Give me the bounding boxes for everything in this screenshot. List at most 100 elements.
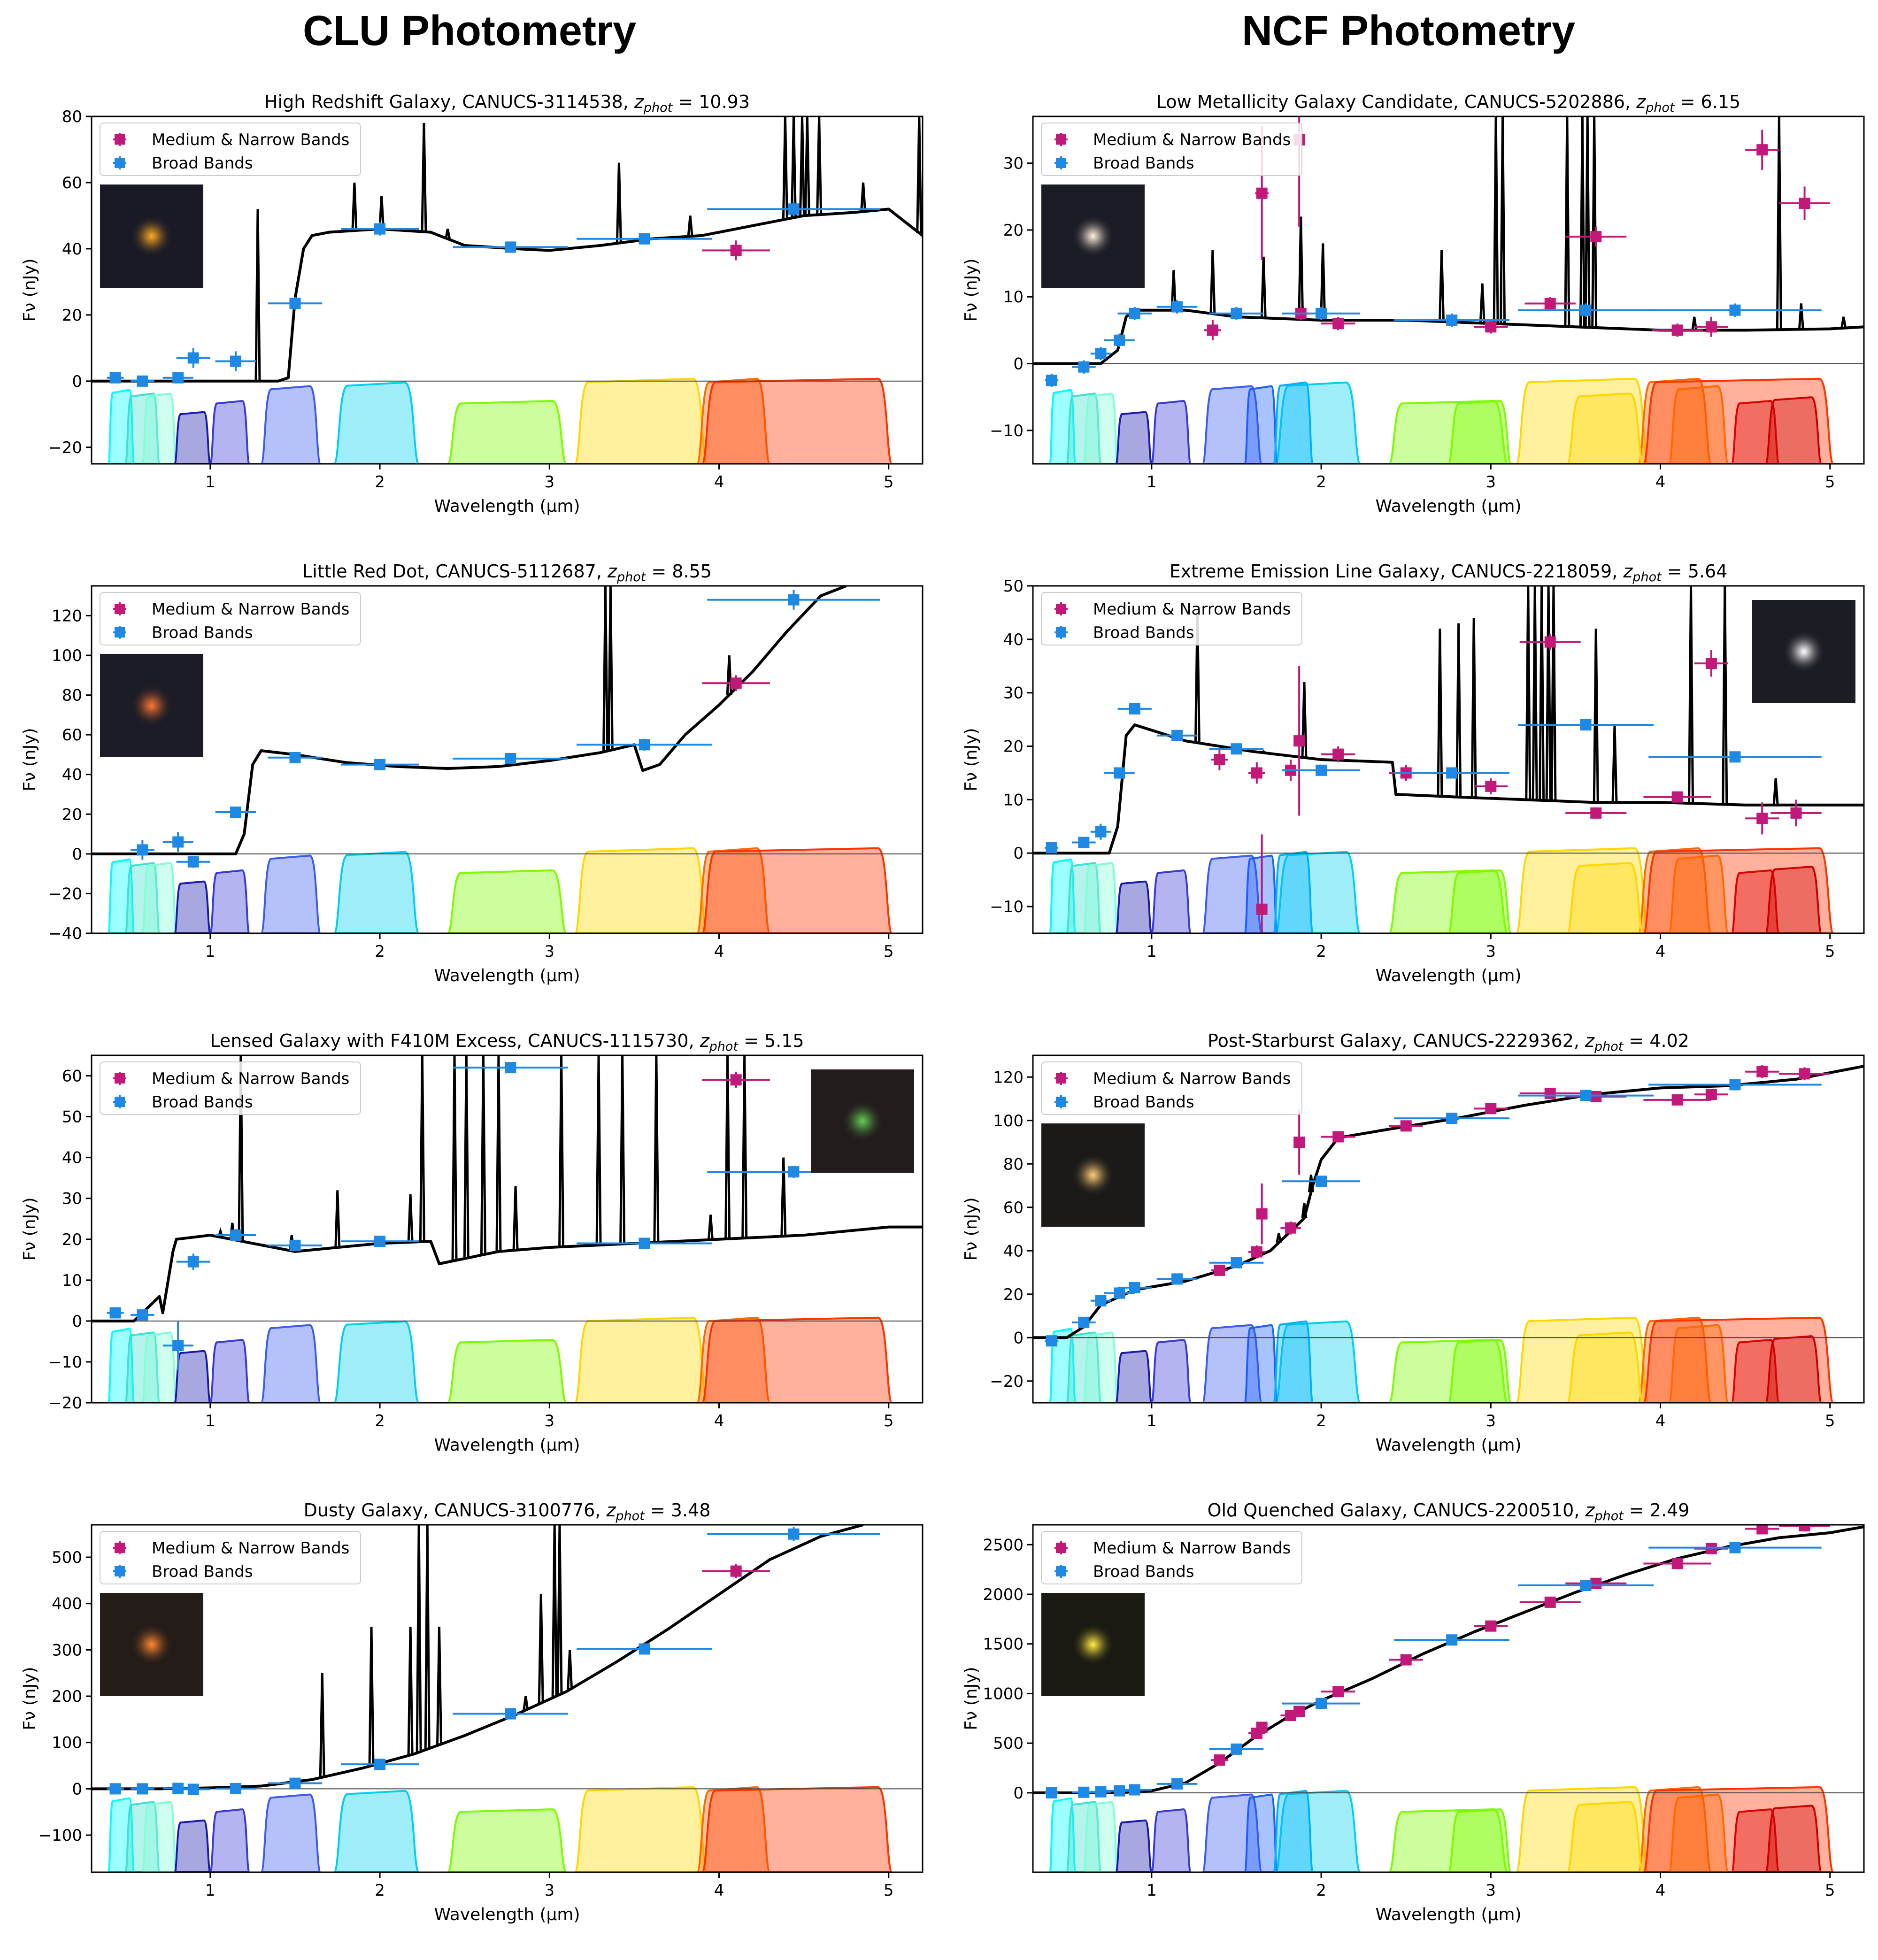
broad-point [341,759,419,770]
filter-curve [1244,1324,1278,1403]
y-tick-label: 60 [62,174,82,192]
galaxy-thumbnail-source [131,1623,173,1666]
broad-point [1282,764,1361,776]
emission-line [1209,250,1216,314]
emission-line [1260,256,1267,318]
broad-point-marker [1729,304,1741,316]
broad-point [1518,1579,1654,1591]
filter-curve [333,381,420,464]
redshift-symbol: z [1585,1500,1595,1521]
x-tick-label: 5 [1825,473,1835,492]
filter-curve [1515,847,1650,933]
medium-narrow-point-marker [1214,1264,1225,1276]
filter-curve [1515,1316,1650,1403]
filter-curve [1566,862,1645,933]
filter-curve [1115,411,1153,464]
sed-panel-5: Lensed Galaxy with F410M Excess, CANUCS-… [20,1030,924,1455]
redshift-value: = 3.48 [645,1500,711,1521]
legend: Medium & Narrow Bands Broad Bands [1041,592,1302,646]
broad-point-marker [172,1340,184,1352]
redshift-subscript: phot [1594,1039,1624,1054]
redshift-symbol: z [634,92,644,112]
galaxy-thumbnail-source [1072,215,1114,257]
filter-curve [1066,392,1102,464]
medium-narrow-point-marker [1332,318,1344,330]
emission-line [436,1627,443,1745]
broad-point-marker [1171,301,1183,313]
broad-point [453,1708,569,1720]
broad-point-marker [788,594,800,606]
broad-point-marker [230,1230,242,1241]
galaxy-thumbnail-source [131,215,173,257]
broad-point [1209,307,1264,321]
emission-line [407,1627,414,1755]
broad-point-marker [137,1309,148,1321]
emission-line [816,116,823,215]
emission-line [1532,586,1538,800]
emission-line [551,1525,558,1697]
filter-curve [141,1801,177,1872]
legend-broad-label: Broad Bands [152,154,253,173]
broad-point [1117,703,1152,715]
broad-point [1072,837,1096,848]
broad-point [1648,751,1822,763]
medium-narrow-point-marker [1544,1087,1556,1099]
broad-point-marker [172,836,184,848]
y-tick-label: 0 [72,372,82,391]
filter-curve [696,1786,771,1872]
emission-line [602,586,609,752]
medium-narrow-point [1565,807,1627,819]
x-tick-label: 3 [544,1881,554,1900]
medium-narrow-point-marker [1214,1754,1225,1766]
x-axis-label: Wavelength (μm) [434,1436,580,1455]
emission-line [512,1186,519,1251]
x-axis-label: Wavelength (μm) [1375,966,1521,985]
legend-box [1041,123,1302,176]
axes-frame [1032,1054,1865,1404]
broad-point [176,1783,210,1795]
panel-title-text: Lensed Galaxy with F410M Excess, CANUCS-… [210,1030,700,1051]
y-tick-label: 100 [52,646,82,665]
legend-medium-narrow-marker [1056,134,1066,145]
y-tick-label: 40 [1003,1242,1024,1261]
emission-line [463,1055,470,1259]
broad-point-marker [187,856,199,868]
x-tick-label: 1 [1147,942,1157,961]
filter-curve [1272,1320,1314,1403]
emission-line [1320,243,1326,321]
broad-point [1282,1176,1361,1187]
broad-point [341,1236,419,1247]
emission-line [724,1055,731,1239]
filter-curve [1244,385,1278,464]
broad-point-marker [1231,1257,1242,1268]
filter-curve [1731,400,1780,464]
medium-narrow-point-marker [1799,1068,1810,1080]
sed-panel-4: Extreme Emission Line Galaxy, CANUCS-221… [962,561,1865,985]
broad-point [1104,767,1135,779]
broad-point-marker [1580,1579,1592,1591]
medium-narrow-point [1745,1065,1779,1078]
y-tick-label: 10 [1003,791,1024,809]
broad-point-marker [1046,842,1057,853]
emission-line [480,1055,486,1255]
redshift-value: = 10.93 [672,92,750,112]
legend-broad-label: Broad Bands [1093,1562,1194,1581]
broad-point-marker [1316,764,1327,776]
y-tick-label: 120 [993,1068,1024,1087]
filter-curve [1731,869,1780,933]
x-tick-label: 1 [205,473,216,492]
plot-area [92,1525,923,1872]
medium-narrow-point [1211,1264,1228,1276]
medium-narrow-point-marker [1544,1596,1556,1608]
y-axis-label: Fν (nJy) [962,1197,981,1261]
y-tick-label: 80 [62,108,82,126]
legend-medium-narrow-label: Medium & Narrow Bands [1093,600,1291,619]
emission-line [782,116,788,220]
model-sed-line [92,1225,923,1322]
medium-narrow-point-marker [1671,1094,1683,1106]
medium-narrow-point [1321,1131,1355,1143]
medium-narrow-point-marker [1400,1654,1412,1666]
y-tick-label: 1000 [983,1684,1024,1703]
emission-line [1437,629,1443,797]
